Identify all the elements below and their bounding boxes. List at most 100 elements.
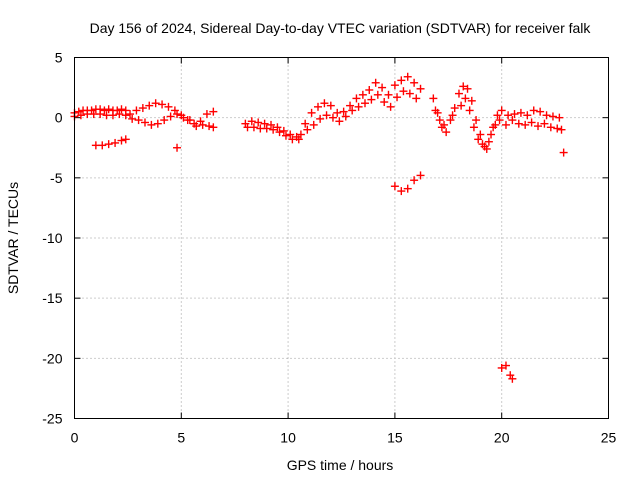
data-point: [328, 113, 337, 122]
data-point: [529, 106, 538, 115]
y-tick-label: -5: [50, 170, 63, 186]
data-point: [286, 130, 295, 139]
data-point: [358, 90, 367, 99]
data-point: [416, 171, 425, 180]
data-point: [510, 110, 519, 119]
data-point: [249, 123, 258, 132]
data-point: [269, 125, 278, 134]
x-tick-label: 0: [71, 430, 79, 446]
data-point: [254, 118, 263, 127]
y-tick-label: -25: [42, 411, 62, 427]
data-point: [320, 99, 329, 108]
grid: [74, 57, 609, 419]
y-tick-label: 0: [55, 110, 63, 126]
data-point: [536, 107, 545, 116]
data-point: [508, 116, 517, 125]
data-point: [279, 126, 288, 135]
data-point: [553, 124, 562, 133]
data-point: [326, 101, 335, 110]
data-point: [247, 117, 256, 126]
data-point: [410, 78, 419, 87]
data-point: [546, 123, 555, 132]
data-point: [469, 123, 478, 132]
data-point: [202, 110, 211, 119]
data-point: [128, 114, 137, 123]
data-point: [465, 106, 474, 115]
data-point: [454, 89, 463, 98]
data-point: [104, 105, 113, 114]
chart-title: Day 156 of 2024, Sidereal Day-to-day VTE…: [90, 20, 592, 36]
data-point: [393, 93, 402, 102]
data-point: [104, 140, 113, 149]
x-tick-label: 15: [387, 430, 403, 446]
data-point: [260, 119, 269, 128]
data-point: [126, 110, 135, 119]
data-point: [371, 78, 380, 87]
data-point: [192, 122, 201, 131]
data-point: [478, 140, 487, 149]
data-point: [501, 361, 510, 370]
data-point: [98, 141, 107, 150]
data-point: [542, 111, 551, 120]
data-point: [267, 120, 276, 129]
data-point: [341, 112, 350, 121]
data-point: [314, 102, 323, 111]
data-point: [476, 130, 485, 139]
data-point: [322, 111, 331, 120]
data-point: [390, 81, 399, 90]
data-point: [373, 90, 382, 99]
data-point: [138, 104, 147, 113]
data-point: [435, 116, 444, 125]
data-point: [140, 118, 149, 127]
data-point: [339, 107, 348, 116]
x-tick-label: 20: [494, 430, 510, 446]
data-point: [173, 110, 182, 119]
data-point: [209, 107, 218, 116]
data-point: [459, 82, 468, 91]
data-point: [516, 108, 525, 117]
data-point: [497, 363, 506, 372]
data-point: [111, 138, 120, 147]
data-point: [501, 120, 510, 129]
y-tick-label: -10: [42, 230, 62, 246]
data-point: [352, 94, 361, 103]
data-point: [457, 101, 466, 110]
data-point: [474, 135, 483, 144]
data-point: [281, 131, 290, 140]
data-point: [360, 99, 369, 108]
data-point: [403, 184, 412, 193]
data-point: [275, 128, 284, 137]
data-point: [491, 120, 500, 129]
data-point: [273, 123, 282, 132]
y-axis-label: SDTVAR / TECUs: [5, 182, 21, 294]
data-point: [346, 101, 355, 110]
data-point: [431, 106, 440, 115]
data-point: [448, 111, 457, 120]
data-point: [354, 102, 363, 111]
data-point: [384, 90, 393, 99]
data-point: [164, 102, 173, 111]
data-point: [173, 143, 182, 152]
data-point: [316, 114, 325, 123]
data-points: [70, 72, 568, 383]
x-tick-label: 5: [177, 430, 185, 446]
data-point: [179, 113, 188, 122]
data-point: [121, 135, 130, 144]
x-axis-label: GPS time / hours: [287, 457, 394, 473]
data-point: [307, 108, 316, 117]
data-point: [117, 136, 126, 145]
data-point: [446, 116, 455, 125]
x-tick-labels: 0 5 10 15 20 25: [71, 430, 617, 446]
plot-frame: [74, 57, 609, 419]
data-point: [378, 83, 387, 92]
data-point: [521, 120, 530, 129]
data-point: [405, 89, 414, 98]
data-point: [147, 120, 156, 129]
data-point: [209, 123, 218, 132]
data-point: [390, 182, 399, 191]
data-point: [403, 72, 412, 81]
data-point: [365, 85, 374, 94]
data-point: [132, 106, 141, 115]
